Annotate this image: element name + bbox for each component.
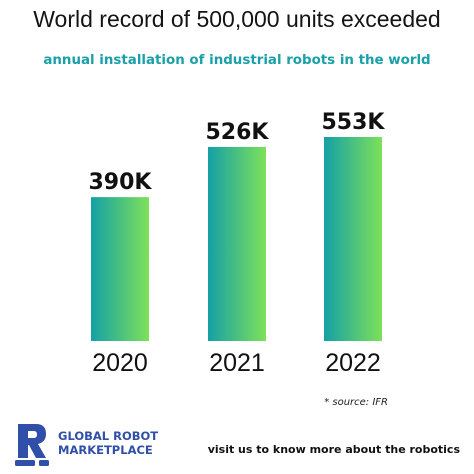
cta-text: visit us to know more about the robotics bbox=[207, 443, 460, 456]
bar-2022 bbox=[324, 137, 382, 341]
bar-2021 bbox=[208, 146, 266, 341]
data-label-2021: 526K bbox=[206, 120, 270, 145]
robot-arm-r-icon bbox=[15, 424, 49, 466]
brand-name: GLOBAL ROBOT MARKETPLACE bbox=[58, 429, 158, 457]
data-label-2022: 553K bbox=[322, 110, 386, 135]
x-tick-2022: 2022 bbox=[325, 349, 381, 377]
x-tick-2021: 2021 bbox=[209, 349, 265, 377]
page-subtitle: annual installation of industrial robots… bbox=[43, 53, 431, 68]
source-note: * source: IFR bbox=[324, 397, 388, 408]
page-title: World record of 500,000 units exceeded bbox=[33, 6, 441, 32]
brand-line-2: MARKETPLACE bbox=[58, 443, 153, 457]
bar-2020 bbox=[91, 197, 149, 341]
brand-line-1: GLOBAL ROBOT bbox=[58, 429, 159, 443]
x-tick-2020: 2020 bbox=[92, 349, 148, 377]
data-label-2020: 390K bbox=[89, 170, 153, 195]
